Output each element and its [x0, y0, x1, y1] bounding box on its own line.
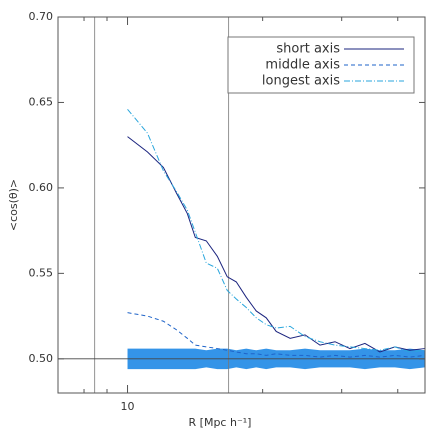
legend-label: short axis: [276, 42, 340, 57]
y-tick-label: 0.50: [29, 352, 54, 365]
x-axis-label: R [Mpc h⁻¹]: [189, 416, 252, 429]
series-line: [127, 136, 425, 353]
y-tick-label: 0.55: [29, 266, 54, 279]
x-tick-label: 10: [121, 400, 135, 413]
legend-label: middle axis: [265, 58, 340, 73]
y-tick-label: 0.60: [29, 181, 54, 194]
y-axis-label: <cos(θ)>: [7, 179, 20, 231]
series-line: [127, 108, 425, 353]
y-tick-label: 0.70: [29, 10, 54, 23]
series-line: [127, 312, 425, 358]
y-tick-label: 0.65: [29, 95, 54, 108]
legend-label: longest axis: [262, 74, 340, 89]
plot-frame: [57, 16, 426, 394]
